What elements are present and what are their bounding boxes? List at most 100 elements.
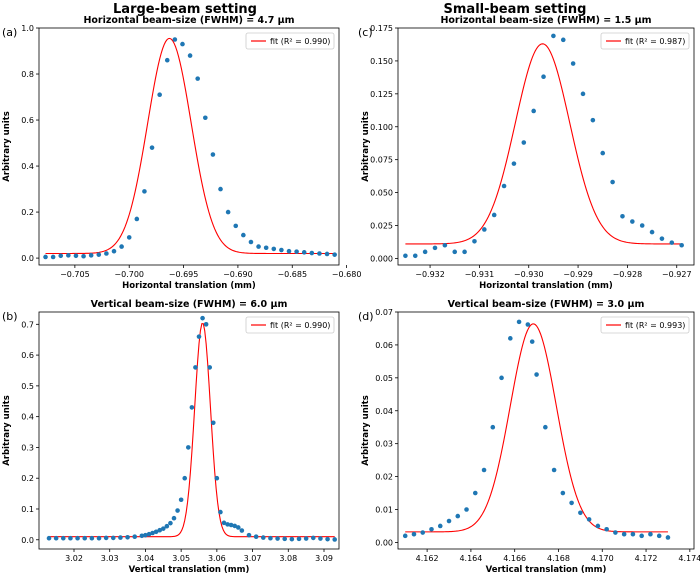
x-axis-label: Vertical translation (mm) xyxy=(129,565,250,574)
data-point xyxy=(578,510,583,516)
data-point xyxy=(525,322,531,327)
data-point xyxy=(248,239,254,245)
legend-label: fit (R² = 0.987) xyxy=(625,37,685,46)
y-tick-label: 0.4 xyxy=(21,413,34,422)
y-tick-label: 0.01 xyxy=(375,506,393,515)
data-point xyxy=(529,339,535,344)
data-point xyxy=(639,533,644,539)
data-point xyxy=(289,536,295,542)
plot-frame xyxy=(38,27,340,266)
data-point xyxy=(630,219,635,224)
data-point xyxy=(620,213,625,219)
x-tick-label: 3.02 xyxy=(65,554,83,563)
data-point xyxy=(590,117,596,123)
header-large-beam: Large-beam setting xyxy=(113,2,257,17)
x-tick-label: −0.700 xyxy=(114,270,144,279)
x-tick-label: 3.06 xyxy=(208,554,226,563)
data-point xyxy=(218,186,223,192)
data-point xyxy=(324,251,330,257)
data-point xyxy=(665,535,671,540)
data-point xyxy=(225,209,231,215)
data-point xyxy=(241,232,246,238)
x-tick-label: 4.170 xyxy=(591,554,614,563)
x-tick-label: 3.04 xyxy=(137,554,155,563)
x-tick-label: 4.168 xyxy=(547,554,570,563)
data-point xyxy=(58,253,64,259)
data-point xyxy=(132,534,138,539)
y-tick-label: 0.1 xyxy=(21,505,34,514)
y-tick-label: 0.06 xyxy=(375,341,393,350)
data-point xyxy=(432,245,438,251)
data-point xyxy=(442,242,448,248)
y-tick-label: 0.2 xyxy=(21,208,34,217)
data-point xyxy=(551,33,556,39)
legend-label: fit (R² = 0.990) xyxy=(270,321,330,330)
legend-label: fit (R² = 0.990) xyxy=(270,37,330,46)
data-point xyxy=(75,535,80,541)
plot-frame xyxy=(397,311,695,550)
x-tick-label: −0.929 xyxy=(563,270,593,279)
data-point xyxy=(402,533,408,539)
x-tick-label: 4.166 xyxy=(503,554,526,563)
chart-title: Horizontal beam-size (FWHM) = 4.7 µm xyxy=(83,15,294,26)
data-point xyxy=(246,532,252,538)
data-point xyxy=(462,249,467,255)
data-point xyxy=(150,530,155,536)
data-point xyxy=(171,515,177,521)
data-point xyxy=(253,534,259,539)
x-tick-label: 4.174 xyxy=(678,554,700,563)
data-point xyxy=(103,535,109,541)
data-point xyxy=(511,161,517,166)
data-point xyxy=(225,522,230,527)
y-tick-label: 0.125 xyxy=(370,90,393,99)
data-point xyxy=(228,522,234,528)
data-point xyxy=(185,445,191,450)
data-point xyxy=(268,535,273,541)
x-tick-label: 3.08 xyxy=(279,554,297,563)
y-tick-label: 0.07 xyxy=(375,308,393,317)
panel-label-a: (a) xyxy=(2,26,18,39)
y-tick-label: 0.100 xyxy=(370,123,393,132)
data-point xyxy=(46,535,52,541)
data-point xyxy=(157,527,163,533)
data-point xyxy=(310,535,316,541)
data-point xyxy=(210,420,216,426)
data-point xyxy=(210,152,216,157)
data-point xyxy=(286,248,292,254)
data-point xyxy=(610,179,615,185)
data-point xyxy=(139,533,145,539)
fit-curve xyxy=(405,43,682,245)
data-point xyxy=(569,500,574,506)
data-point xyxy=(232,523,238,529)
data-point xyxy=(214,475,220,481)
data-point xyxy=(659,236,665,241)
data-point xyxy=(452,249,458,255)
y-tick-label: 0.5 xyxy=(21,382,34,391)
y-tick-label: 0.0 xyxy=(21,254,34,263)
data-point xyxy=(649,229,655,235)
data-point xyxy=(279,247,284,253)
data-point xyxy=(68,535,73,541)
data-point xyxy=(88,253,94,258)
x-tick-label: 3.09 xyxy=(315,554,333,563)
data-point xyxy=(325,536,330,542)
data-point xyxy=(193,365,198,370)
data-point xyxy=(180,41,185,47)
data-point xyxy=(679,242,684,248)
data-point xyxy=(508,336,513,341)
data-point xyxy=(111,248,117,254)
data-point xyxy=(541,74,546,80)
data-point xyxy=(411,531,417,537)
x-tick-label: −0.690 xyxy=(223,270,253,279)
data-point xyxy=(303,536,309,541)
legend-box xyxy=(245,316,335,334)
y-tick-label: 0.050 xyxy=(370,189,393,198)
panel-label-b: (b) xyxy=(2,310,18,323)
data-point xyxy=(621,531,627,537)
y-tick-label: 0.05 xyxy=(375,374,393,383)
y-tick-label: 0.4 xyxy=(21,162,34,171)
legend-box xyxy=(245,32,335,50)
data-point xyxy=(134,216,140,222)
chart-title: Vertical beam-size (FWHM) = 6.0 µm xyxy=(91,299,288,310)
